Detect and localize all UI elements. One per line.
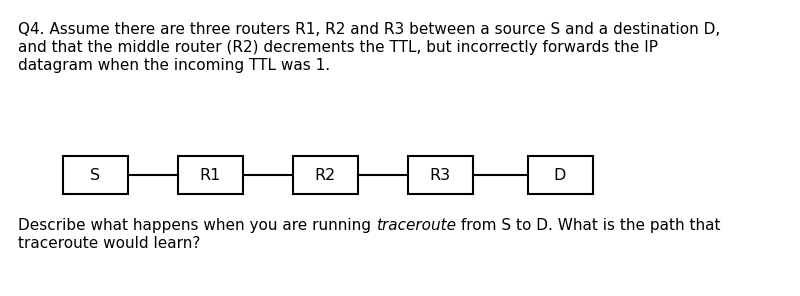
Text: R2: R2	[314, 168, 336, 183]
Text: traceroute: traceroute	[376, 218, 456, 233]
Text: traceroute would learn?: traceroute would learn?	[18, 236, 200, 251]
Text: Q4. Assume there are three routers R1, R2 and R3 between a source S and a destin: Q4. Assume there are three routers R1, R…	[18, 22, 720, 37]
Bar	[178, 156, 242, 194]
Text: and that the middle router (R2) decrements the TTL, but incorrectly forwards the: and that the middle router (R2) decremen…	[18, 40, 658, 55]
Bar	[407, 156, 473, 194]
Bar	[62, 156, 127, 194]
Text: S: S	[90, 168, 100, 183]
Text: D: D	[554, 168, 566, 183]
Bar	[527, 156, 593, 194]
Text: Describe what happens when you are running: Describe what happens when you are runni…	[18, 218, 376, 233]
Text: R1: R1	[199, 168, 221, 183]
Text: datagram when the incoming TTL was 1.: datagram when the incoming TTL was 1.	[18, 58, 330, 73]
Text: R3: R3	[430, 168, 450, 183]
Text: from S to D. What is the path that: from S to D. What is the path that	[456, 218, 720, 233]
Bar	[293, 156, 358, 194]
